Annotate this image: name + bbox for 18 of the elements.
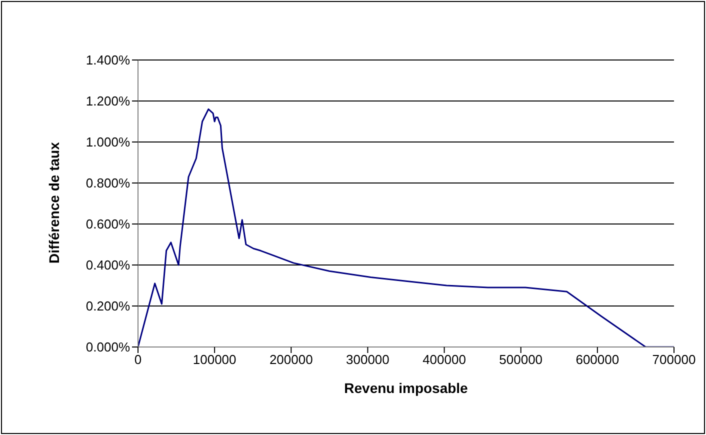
x-tick-label: 0 (134, 352, 142, 368)
y-tick-label: 0.400% (86, 258, 130, 273)
x-tick-label: 600000 (576, 352, 620, 368)
x-tick-label: 500000 (499, 352, 543, 368)
y-tick-label: 1.200% (86, 94, 130, 109)
y-tick-label: 0.000% (86, 340, 130, 355)
y-tick-label: 0.200% (86, 298, 130, 314)
x-axis-title: Revenu imposable (344, 380, 468, 396)
y-tick-label: 1.400% (86, 52, 130, 68)
x-tick-label: 300000 (346, 352, 390, 368)
x-tick-label: 200000 (269, 352, 313, 368)
y-tick-label: 1.000% (86, 134, 130, 150)
x-tick-label: 100000 (192, 352, 236, 368)
y-axis-title: Différence de taux (46, 142, 62, 264)
y-tick-label: 0.600% (86, 216, 130, 232)
x-tick-label: 700000 (652, 352, 696, 368)
x-tick-label: 400000 (422, 352, 466, 368)
y-tick-label: 0.800% (86, 176, 130, 191)
